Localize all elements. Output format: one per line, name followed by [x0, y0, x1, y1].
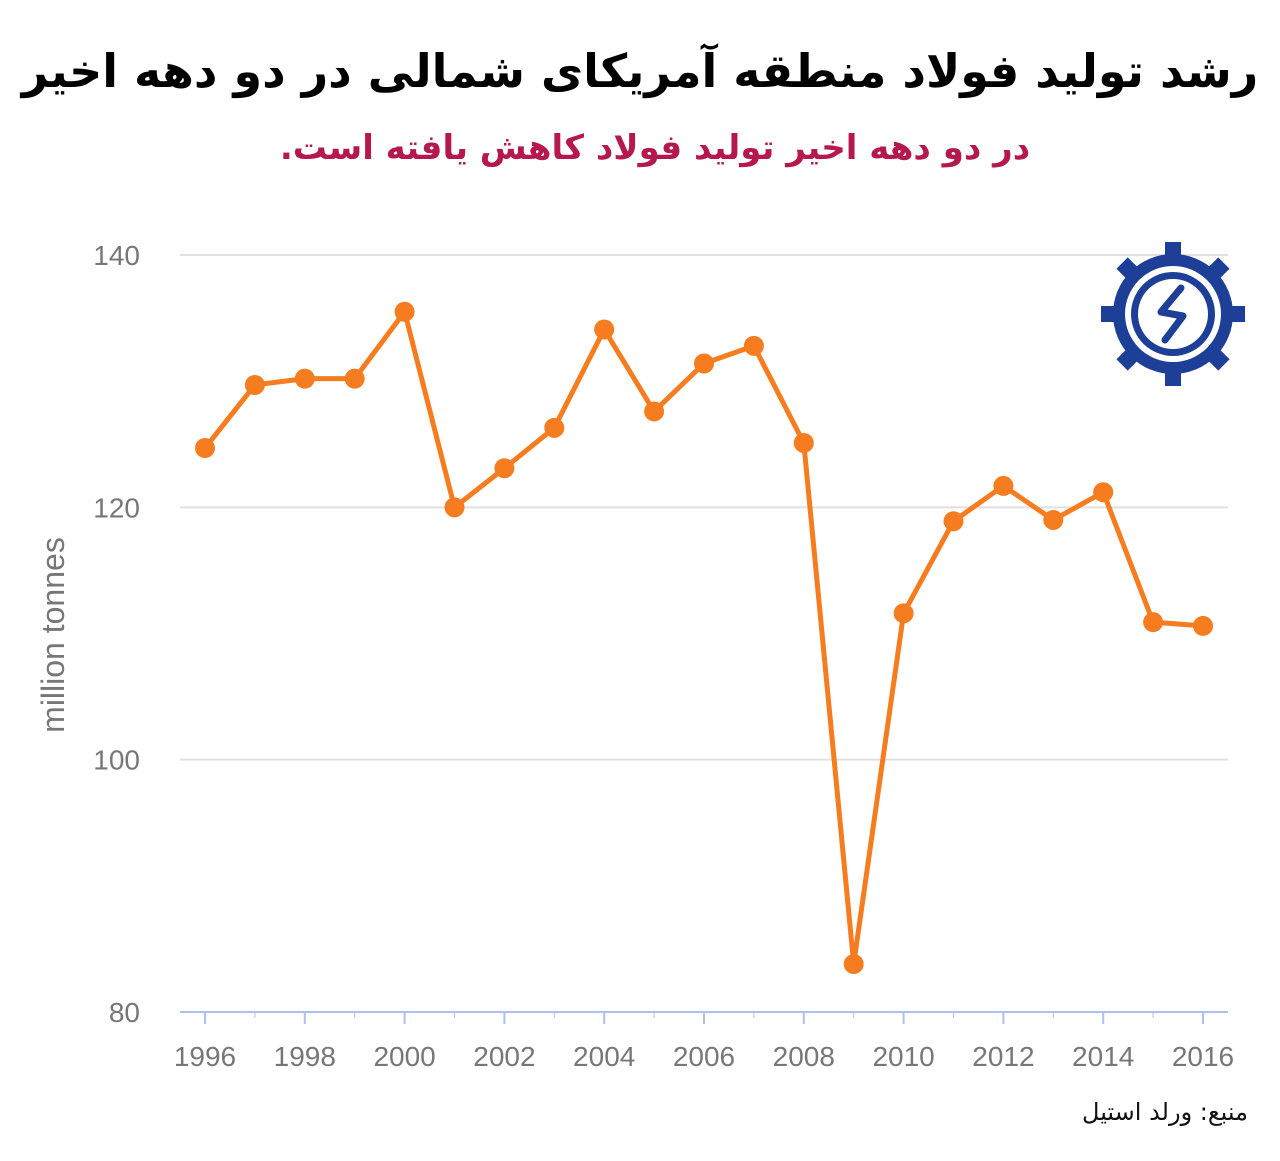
y-axis-label: million tonnes	[35, 537, 71, 733]
source-note: منبع: ورلد استیل	[1082, 1098, 1248, 1126]
x-tick-label: 1998	[274, 1041, 336, 1072]
data-point	[494, 458, 515, 479]
data-point	[943, 511, 964, 532]
x-tick-label: 2000	[373, 1041, 435, 1072]
data-point	[394, 301, 415, 322]
y-axis-ticks: 80 100 120 140	[93, 240, 140, 1028]
x-tick-label: 2004	[573, 1041, 635, 1072]
data-point	[1043, 509, 1064, 530]
x-tick-label: 2008	[773, 1041, 835, 1072]
data-point	[594, 319, 615, 340]
data-point	[294, 368, 315, 389]
x-tick-label: 2016	[1172, 1041, 1234, 1072]
data-point	[544, 417, 565, 438]
data-point	[694, 353, 714, 374]
series-line	[202, 309, 1206, 967]
data-point	[793, 432, 814, 453]
data-point	[1193, 615, 1213, 636]
y-tick-label: 80	[109, 997, 140, 1028]
data-point	[244, 374, 265, 395]
x-tick-label: 1996	[174, 1041, 236, 1072]
x-tick-label: 2002	[473, 1041, 535, 1072]
data-point	[843, 954, 864, 975]
y-tick-label: 120	[93, 492, 140, 523]
data-point	[644, 401, 665, 422]
data-point	[1143, 612, 1164, 633]
x-tick-label: 2014	[1072, 1041, 1134, 1072]
steel-association-logo-icon	[1101, 242, 1245, 386]
x-tick-label: 2006	[673, 1041, 735, 1072]
data-point	[993, 475, 1014, 496]
x-tick-label: 2012	[972, 1041, 1034, 1072]
y-tick-label: 140	[93, 240, 140, 271]
data-point	[1093, 482, 1114, 503]
x-axis-ticks: 1996 1998 2000 2002 2004 2006 2008 2010 2012 2014…	[174, 1012, 1234, 1072]
series-group	[195, 301, 1213, 975]
y-tick-label: 100	[93, 745, 140, 776]
chart-subtitle: در دو دهه اخیر تولید فولاد کاهش یافته اس…	[279, 128, 1031, 168]
grid-lines	[180, 254, 1228, 761]
x-tick-label: 2010	[872, 1041, 934, 1072]
data-point	[195, 438, 215, 459]
data-point	[893, 603, 914, 624]
data-point	[344, 368, 365, 389]
data-point	[743, 335, 764, 356]
data-point	[444, 497, 465, 518]
chart-title: رشد تولید فولاد منطقه آمریکای شمالی در د…	[21, 44, 1259, 98]
